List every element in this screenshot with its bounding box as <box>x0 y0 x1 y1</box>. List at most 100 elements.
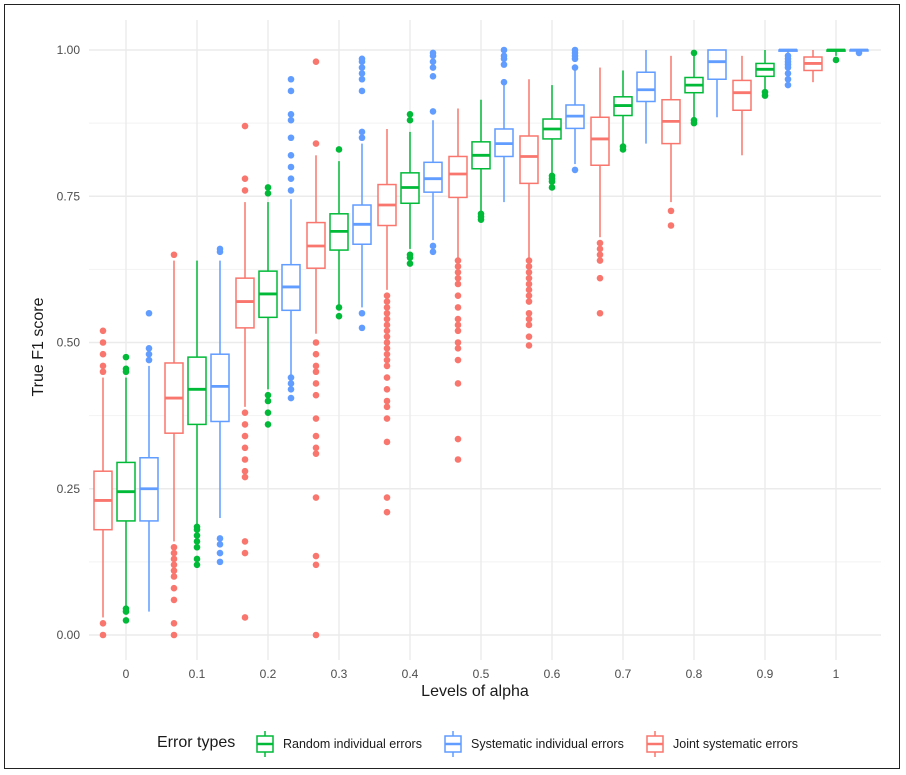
box-group <box>306 58 326 639</box>
outlier-point <box>358 75 366 83</box>
outlier-point <box>383 315 391 323</box>
outlier-point <box>99 368 107 376</box>
outlier-point <box>429 242 437 250</box>
outlier-point <box>170 561 178 569</box>
outlier-point <box>122 605 130 612</box>
box <box>423 161 443 193</box>
outlier-point <box>383 397 391 405</box>
outlier-point <box>383 339 391 346</box>
outlier-point <box>216 245 224 253</box>
outlier-point <box>454 315 462 323</box>
outlier-point <box>761 88 769 96</box>
outlier-point <box>383 304 391 311</box>
outlier-point <box>312 415 320 422</box>
x-tick-label: 0.1 <box>189 667 206 681</box>
outlier-point <box>287 163 295 171</box>
x-tick-label: 0.7 <box>615 667 632 681</box>
outlier-point <box>525 309 533 317</box>
outlier-point <box>241 409 249 417</box>
outlier-point <box>287 111 295 118</box>
outlier-point <box>454 456 462 463</box>
outlier-point <box>454 345 462 352</box>
outlier-point <box>690 116 698 124</box>
outlier-point <box>193 523 201 531</box>
x-tick-label: 0 <box>123 667 130 681</box>
outlier-point <box>383 321 391 329</box>
outlier-point <box>241 421 249 428</box>
outlier-point <box>170 620 178 627</box>
legend-item: Joint systematic errors <box>646 731 798 757</box>
outlier-point <box>667 222 675 229</box>
outlier-point <box>170 555 178 563</box>
outlier-point <box>548 184 556 191</box>
outlier-point <box>241 444 249 452</box>
x-tick-label: 0.2 <box>260 667 277 681</box>
outlier-point <box>383 356 391 364</box>
outlier-point <box>99 631 107 639</box>
outlier-point <box>383 508 391 516</box>
x-axis-title: Levels of alpha <box>421 683 529 700</box>
outlier-point <box>667 207 675 215</box>
outlier-point <box>312 561 320 569</box>
outlier-point <box>383 345 391 352</box>
y-tick-label: 0.75 <box>57 189 81 203</box>
box-group <box>849 48 869 57</box>
outlier-point <box>358 324 366 332</box>
x-tick-label: 1 <box>833 667 840 681</box>
y-tick-label: 1.00 <box>57 43 81 57</box>
box <box>210 353 230 423</box>
box-group <box>542 85 562 191</box>
outlier-point <box>170 567 178 574</box>
outlier-point <box>241 122 249 130</box>
outlier-point <box>216 535 224 542</box>
outlier-point <box>358 70 366 77</box>
outlier-point <box>312 391 320 399</box>
box-group <box>235 122 255 621</box>
outlier-point <box>596 251 604 259</box>
outlier-point <box>383 327 391 335</box>
box-group <box>210 245 230 566</box>
outlier-point <box>358 134 366 142</box>
outlier-point <box>264 190 272 197</box>
box-group <box>93 327 113 639</box>
x-tick-label: 0.9 <box>757 667 774 681</box>
outlier-point <box>383 403 391 411</box>
outlier-point <box>312 368 320 376</box>
outlier-point <box>596 309 604 317</box>
box <box>187 356 207 426</box>
outlier-point <box>241 187 249 194</box>
outlier-point <box>454 280 462 288</box>
box <box>519 135 539 185</box>
outlier-point <box>264 409 272 417</box>
outlier-point <box>454 304 462 311</box>
outlier-point <box>454 435 462 443</box>
outlier-point <box>122 365 130 373</box>
outlier-point <box>170 631 178 639</box>
outlier-point <box>525 274 533 282</box>
outlier-point <box>454 327 462 335</box>
outlier-point <box>193 561 201 569</box>
outlier-point <box>241 456 249 463</box>
outlier-point <box>358 87 366 95</box>
outlier-point <box>264 397 272 405</box>
outlier-point <box>383 333 391 340</box>
outlier-point <box>429 108 437 115</box>
outlier-point <box>287 394 295 402</box>
outlier-point <box>312 380 320 387</box>
box-group <box>164 251 184 639</box>
outlier-point <box>832 56 840 64</box>
outlier-point <box>525 315 533 323</box>
outlier-point <box>122 617 130 624</box>
box <box>707 49 727 80</box>
outlier-point <box>429 64 437 71</box>
outlier-point <box>784 52 792 60</box>
boxplot-chart: 0.00 0.25 0.50 0.75 1.00 0 0.1 0.2 0.3 0.4 0.5 0.6 0… <box>30 20 881 757</box>
outlier-point <box>429 49 437 57</box>
outlier-point <box>454 292 462 300</box>
outlier-point <box>193 532 201 539</box>
outlier-point <box>287 75 295 83</box>
outlier-point <box>241 473 249 481</box>
outlier-point <box>548 172 556 180</box>
box-group <box>116 353 136 624</box>
outlier-point <box>596 245 604 253</box>
